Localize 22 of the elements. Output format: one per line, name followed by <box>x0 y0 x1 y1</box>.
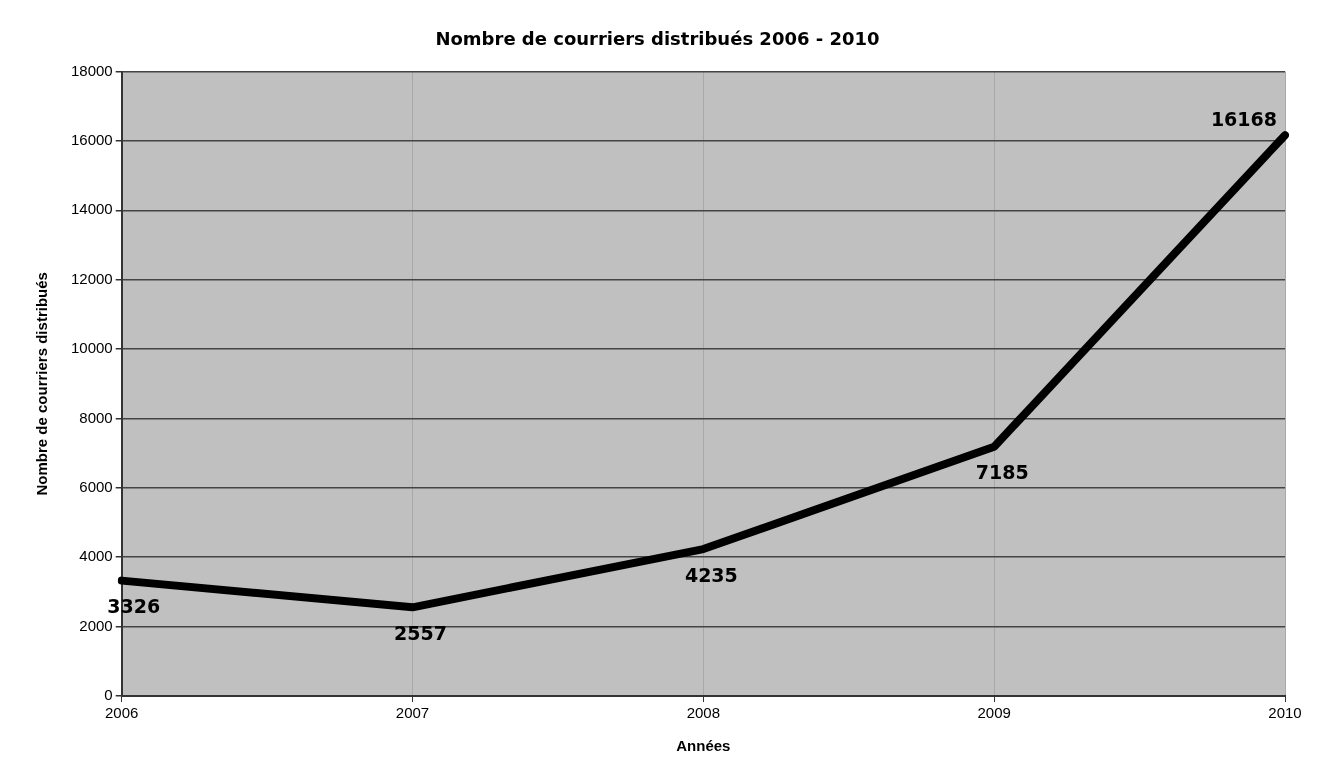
data-label: 4235 <box>684 563 738 586</box>
x-tick-label: 2008 <box>686 704 721 722</box>
y-tick-label: 12000 <box>70 269 113 287</box>
x-tick-label: 2006 <box>105 704 139 722</box>
y-tick-label: 0 <box>104 686 113 704</box>
data-label: 7185 <box>975 461 1029 484</box>
y-tick-label: 2000 <box>79 616 113 634</box>
x-tick-label: 2007 <box>395 704 430 722</box>
x-axis-title: Années <box>676 737 731 755</box>
y-tick-label: 4000 <box>79 547 113 565</box>
y-tick-label: 14000 <box>70 200 113 218</box>
x-tick-label: 2009 <box>977 704 1011 722</box>
data-label: 16168 <box>1210 108 1277 131</box>
y-tick-label: 18000 <box>70 61 113 79</box>
data-label: 2557 <box>394 621 447 644</box>
y-axis-title: Nombre de courriers distribués <box>33 272 51 496</box>
y-tick-label: 10000 <box>70 339 113 357</box>
y-tick-label: 16000 <box>70 131 113 149</box>
chart-title: Nombre de courriers distribués 2006 - 2010 <box>435 28 880 50</box>
y-tick-label: 8000 <box>79 408 113 426</box>
y-tick-label: 6000 <box>79 478 113 496</box>
x-tick-label: 2010 <box>1268 704 1302 722</box>
